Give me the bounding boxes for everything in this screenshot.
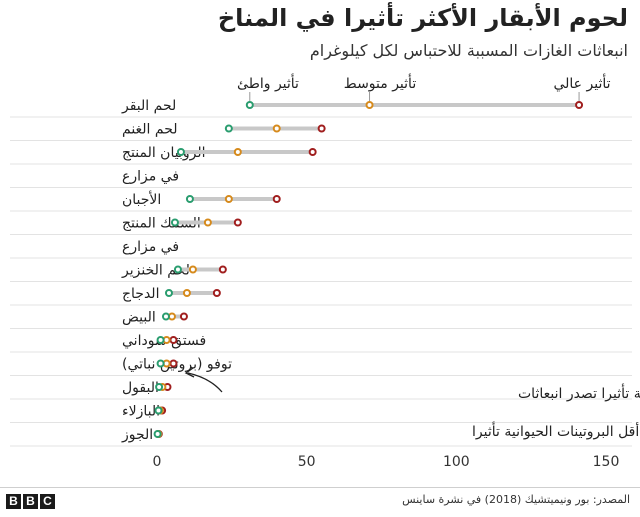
dot-high <box>233 218 242 227</box>
x-tick-label: 100 <box>443 454 470 470</box>
annotation-arrowhead <box>184 367 195 378</box>
chart-title: لحوم الأبقار الأكثر تأثيرا في المناخ <box>217 4 628 32</box>
x-tick-label: 150 <box>593 454 620 470</box>
logo-letter-c: C <box>40 494 55 509</box>
series-label-mid: تأثير متوسط <box>344 73 417 92</box>
dot-mid <box>203 218 212 227</box>
x-tick-label: 0 <box>153 454 162 470</box>
row-label: البيض <box>122 310 156 326</box>
dot-low <box>154 406 163 415</box>
dot-high <box>272 195 281 203</box>
row-label: الدجاج <box>122 286 159 302</box>
dot-low <box>161 312 170 321</box>
row-label: لحم البقر <box>121 98 176 114</box>
chart-subtitle: انبعاثات الغازات المسببة للاحتباس لكل كي… <box>309 41 628 60</box>
row-label: السمك المنتج <box>122 216 201 232</box>
dot-high <box>317 124 326 133</box>
dot-low <box>156 336 165 344</box>
bbc-logo: B B C <box>6 494 55 509</box>
row-label: في مزارع <box>122 239 179 255</box>
dot-low <box>156 359 165 368</box>
dot-mid <box>233 148 242 156</box>
row-label: لحم الخنزير <box>121 263 190 279</box>
dot-low <box>164 289 173 297</box>
row-label: الجوز <box>121 427 153 443</box>
series-label-low: تأثير واطئ <box>237 73 299 92</box>
dot-low <box>173 265 182 274</box>
series-label-high: تأثير عالي <box>553 73 610 92</box>
dot-mid <box>272 124 281 133</box>
row-label: الروبيان المنتج <box>122 145 206 161</box>
source-note: المصدر: بور ونيميتشيك (2018) في نشرة ساي… <box>402 493 630 506</box>
x-tick-label: 50 <box>298 454 316 470</box>
dot-low <box>224 124 233 133</box>
chart-plot: 0 50 100 150 لحم البقر لحم الغنم الروبيان المن… <box>10 73 640 470</box>
dot-high <box>169 336 178 344</box>
dot-low <box>245 101 254 109</box>
dot-high <box>169 359 178 368</box>
annotation-line-2: أقل من أقل البروتينات الحيوانية تأثيرا <box>472 421 640 440</box>
dot-high <box>179 312 188 321</box>
dot-mid <box>182 289 191 297</box>
dot-mid <box>188 265 197 274</box>
dot-low <box>176 148 185 156</box>
dot-low <box>153 430 162 438</box>
dot-high <box>218 265 227 274</box>
annotation-line-1: أكثر البروتينات النباتية تأثيرا تصدر انب… <box>518 383 640 402</box>
dot-mid <box>224 195 233 203</box>
logo-letter-b2: B <box>23 494 38 509</box>
row-label: في مزارع <box>122 169 179 185</box>
dot-low <box>185 195 194 203</box>
dot-mid <box>365 101 374 109</box>
row-label: البازلاء <box>122 404 160 420</box>
row-label: البقول <box>122 380 159 396</box>
dot-high <box>308 148 317 156</box>
footer-divider <box>0 487 640 488</box>
row-label: الأجبان <box>122 190 161 208</box>
logo-letter-b1: B <box>6 494 21 509</box>
dot-high <box>575 101 584 109</box>
row-label: لحم الغنم <box>122 122 178 138</box>
annotation-arrow <box>187 372 223 393</box>
dot-low <box>170 218 179 227</box>
dot-low <box>155 383 164 391</box>
dot-high <box>212 289 221 297</box>
